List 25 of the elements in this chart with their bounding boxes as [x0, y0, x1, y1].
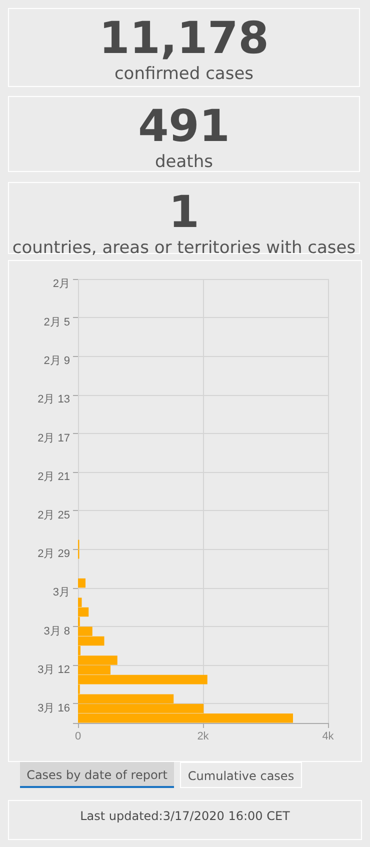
text: 491 — [137, 101, 231, 152]
y-tick-label: 3月 8 — [44, 625, 70, 638]
text: Cumulative cases — [180, 762, 302, 788]
y-tick-label: 2月 13 — [38, 394, 70, 406]
y-tick-label: 2月 29 — [38, 548, 70, 560]
text: countries, areas or territories with cases — [11, 237, 357, 259]
text: Last updated:3/17/2020 16:00 CET — [8, 800, 362, 840]
y-tick-label: 2月 21 — [38, 470, 70, 483]
text: deaths — [154, 151, 214, 173]
y-tick-label: 2月 5 — [44, 316, 70, 328]
y-tick-label: 3月 — [52, 586, 70, 599]
bar — [78, 578, 86, 588]
y-tick-label: 2月 25 — [38, 509, 70, 522]
y-tick-label: 2月 — [52, 278, 70, 290]
y-tick-label: 3月 16 — [38, 702, 70, 715]
x-tick-label: 4k — [322, 730, 334, 742]
y-tick-label: 3月 12 — [38, 664, 70, 676]
y-tick-label: 2月 17 — [38, 432, 70, 444]
text: 11,178 — [98, 13, 270, 64]
text: Cases by date of report — [20, 762, 174, 788]
text: confirmed cases — [113, 63, 255, 85]
x-tick-label: 0 — [74, 730, 82, 742]
y-tick-label: 2月 9 — [44, 355, 70, 368]
text: 1 — [168, 187, 200, 238]
x-tick-label: 2k — [197, 730, 210, 742]
